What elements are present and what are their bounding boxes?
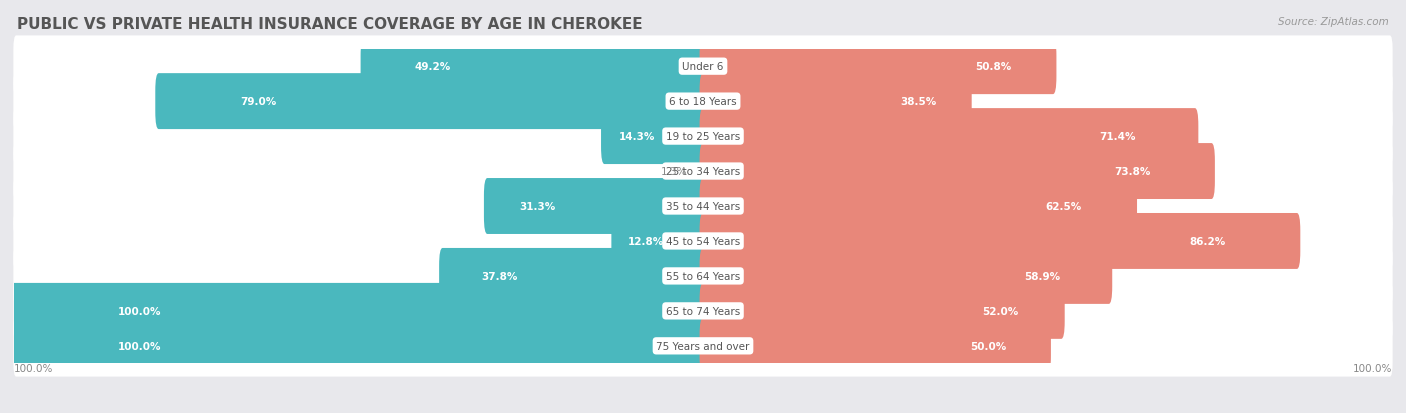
Text: 100.0%: 100.0% [1353, 363, 1392, 373]
Text: 31.3%: 31.3% [520, 202, 555, 211]
FancyBboxPatch shape [484, 178, 706, 235]
Text: 65 to 74 Years: 65 to 74 Years [666, 306, 740, 316]
FancyBboxPatch shape [14, 71, 1392, 133]
Text: Source: ZipAtlas.com: Source: ZipAtlas.com [1278, 17, 1389, 26]
FancyBboxPatch shape [155, 74, 706, 130]
FancyBboxPatch shape [14, 280, 1392, 342]
FancyBboxPatch shape [690, 144, 706, 199]
Text: 100.0%: 100.0% [117, 306, 160, 316]
FancyBboxPatch shape [700, 248, 1112, 304]
FancyBboxPatch shape [14, 176, 1392, 237]
FancyBboxPatch shape [14, 246, 1392, 307]
Text: 49.2%: 49.2% [415, 62, 451, 72]
Text: 14.3%: 14.3% [619, 132, 655, 142]
Text: 50.0%: 50.0% [970, 341, 1007, 351]
FancyBboxPatch shape [612, 214, 706, 269]
Text: 71.4%: 71.4% [1099, 132, 1136, 142]
Text: 55 to 64 Years: 55 to 64 Years [666, 271, 740, 281]
Text: 45 to 54 Years: 45 to 54 Years [666, 236, 740, 247]
Text: 62.5%: 62.5% [1046, 202, 1083, 211]
Text: 6 to 18 Years: 6 to 18 Years [669, 97, 737, 107]
FancyBboxPatch shape [700, 178, 1137, 235]
Text: 73.8%: 73.8% [1114, 166, 1150, 177]
Text: 1.3%: 1.3% [661, 166, 688, 177]
Text: 12.8%: 12.8% [628, 236, 664, 247]
Text: 25 to 34 Years: 25 to 34 Years [666, 166, 740, 177]
FancyBboxPatch shape [700, 74, 972, 130]
Text: 79.0%: 79.0% [240, 97, 277, 107]
FancyBboxPatch shape [700, 318, 1050, 374]
FancyBboxPatch shape [700, 109, 1198, 165]
FancyBboxPatch shape [600, 109, 706, 165]
Text: 52.0%: 52.0% [981, 306, 1018, 316]
Text: 75 Years and over: 75 Years and over [657, 341, 749, 351]
Text: 35 to 44 Years: 35 to 44 Years [666, 202, 740, 211]
FancyBboxPatch shape [700, 39, 1056, 95]
FancyBboxPatch shape [11, 318, 706, 374]
FancyBboxPatch shape [14, 106, 1392, 167]
Text: 19 to 25 Years: 19 to 25 Years [666, 132, 740, 142]
Text: 38.5%: 38.5% [900, 97, 936, 107]
Text: 100.0%: 100.0% [14, 363, 53, 373]
Text: 37.8%: 37.8% [482, 271, 517, 281]
FancyBboxPatch shape [700, 283, 1064, 339]
FancyBboxPatch shape [14, 141, 1392, 202]
Text: 100.0%: 100.0% [117, 341, 160, 351]
FancyBboxPatch shape [700, 144, 1215, 199]
FancyBboxPatch shape [14, 36, 1392, 98]
FancyBboxPatch shape [14, 315, 1392, 377]
FancyBboxPatch shape [11, 283, 706, 339]
FancyBboxPatch shape [439, 248, 706, 304]
Text: 86.2%: 86.2% [1189, 236, 1226, 247]
Text: Under 6: Under 6 [682, 62, 724, 72]
Text: 58.9%: 58.9% [1024, 271, 1060, 281]
FancyBboxPatch shape [14, 211, 1392, 272]
Text: PUBLIC VS PRIVATE HEALTH INSURANCE COVERAGE BY AGE IN CHEROKEE: PUBLIC VS PRIVATE HEALTH INSURANCE COVER… [17, 17, 643, 31]
Text: 50.8%: 50.8% [974, 62, 1011, 72]
FancyBboxPatch shape [360, 39, 706, 95]
FancyBboxPatch shape [700, 214, 1301, 269]
